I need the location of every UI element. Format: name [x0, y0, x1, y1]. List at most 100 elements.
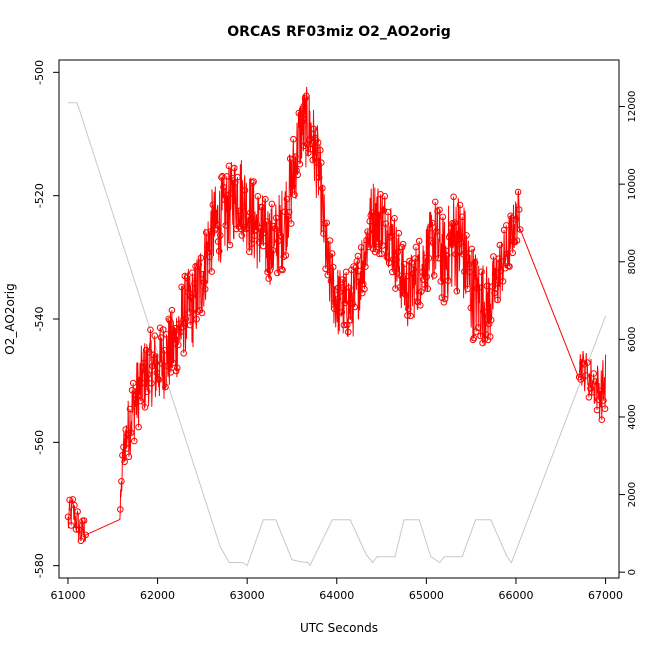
x-axis: 61000 62000 63000 64000 65000 66000 67000: [50, 578, 623, 602]
o2-point: [395, 229, 403, 237]
y2-tick-label: 2000: [627, 482, 638, 507]
o2-point: [370, 228, 378, 235]
o2-point: [127, 429, 135, 437]
o2-point: [362, 263, 369, 271]
o2-point: [341, 299, 349, 307]
y2-tick-label: 4000: [627, 404, 638, 429]
o2-point: [164, 362, 171, 370]
o2-point: [486, 333, 494, 340]
o2-point: [577, 376, 585, 383]
o2-point: [515, 206, 523, 213]
x-tick-label: 63000: [230, 589, 265, 602]
o2-point: [344, 328, 352, 336]
o2-point: [393, 256, 400, 264]
o2-point: [464, 285, 471, 293]
o2-point: [380, 207, 388, 214]
o2-point: [238, 232, 246, 239]
o2-point: [424, 285, 432, 293]
o2-point: [587, 385, 594, 392]
y2-tick-label: 0: [627, 569, 638, 575]
o2-point: [492, 285, 499, 292]
o2-point: [285, 208, 293, 216]
y-tick-label: -520: [33, 183, 46, 208]
y-axis-right: 0 2000 4000 6000 8000 10000 12000: [619, 91, 638, 575]
o2-point: [138, 379, 146, 387]
o2-point: [231, 164, 238, 172]
o2-point: [432, 198, 439, 206]
o2-point: [256, 224, 264, 232]
o2-point: [364, 228, 371, 235]
o2-point: [247, 209, 254, 217]
o2-point: [433, 228, 440, 235]
o2-point: [261, 229, 268, 237]
y-tick-label: -540: [33, 307, 46, 332]
o2-point: [122, 426, 129, 433]
o2-point: [72, 526, 80, 533]
o2-point: [584, 359, 591, 366]
o2-point: [506, 263, 513, 270]
o2-point: [200, 278, 208, 286]
o2-point: [201, 285, 209, 293]
x-tick-label: 64000: [319, 589, 354, 602]
o2-point: [227, 189, 235, 197]
o2-point: [481, 335, 489, 343]
o2-point: [225, 162, 233, 170]
o2-point: [381, 193, 389, 200]
o2-point: [129, 379, 137, 387]
o2-point: [411, 255, 419, 262]
o2-point: [219, 172, 226, 180]
o2-point: [212, 225, 220, 232]
o2-point: [305, 149, 312, 156]
x-tick-label: 65000: [409, 589, 444, 602]
o2-point: [499, 278, 507, 285]
o2-point: [493, 276, 500, 284]
o2-point: [319, 185, 326, 192]
o2-point: [274, 269, 281, 277]
o2-point: [383, 253, 391, 261]
o2-point: [213, 221, 221, 228]
o2-point: [157, 334, 165, 341]
y2-tick-label: 10000: [627, 168, 638, 200]
o2-point: [452, 250, 460, 258]
o2-point: [209, 201, 217, 209]
o2-point: [128, 386, 136, 394]
o2-point: [226, 241, 234, 249]
o2-point: [121, 458, 128, 466]
o2-point: [326, 237, 334, 244]
o2-point: [198, 309, 206, 317]
o2-point: [190, 290, 197, 297]
o2-point: [437, 278, 445, 285]
o2-point: [389, 268, 396, 276]
o2-series: [64, 86, 609, 545]
o2-point: [126, 405, 134, 413]
o2-point: [382, 220, 390, 227]
o2-point: [429, 239, 437, 247]
o2-point: [595, 396, 602, 404]
o2-point: [161, 347, 168, 354]
o2-point: [303, 92, 310, 99]
o2-point: [324, 271, 332, 279]
o2-point: [135, 423, 142, 431]
o2-point: [451, 219, 459, 226]
o2-point: [82, 531, 89, 539]
o2-point: [144, 371, 152, 378]
o2-point: [462, 249, 469, 257]
o2-point: [487, 316, 495, 324]
o2-point: [387, 232, 395, 240]
o2-point: [596, 387, 604, 395]
o2-point: [496, 241, 504, 249]
o2-point: [347, 316, 354, 324]
o2-point: [155, 376, 163, 384]
o2-point: [215, 247, 223, 255]
o2-point: [313, 159, 321, 166]
o2-point: [203, 229, 210, 236]
y-axis-left: -500 -520 -540 -560 -580: [33, 60, 59, 578]
o2-point: [119, 452, 126, 459]
o2-point: [394, 248, 402, 256]
o2-point: [517, 226, 524, 233]
o2-point: [162, 383, 169, 391]
o2-point: [189, 269, 196, 277]
chart-title: ORCAS RF03miz O2_AO2orig: [227, 24, 450, 40]
o2-point: [329, 263, 337, 271]
o2-point: [413, 298, 421, 305]
